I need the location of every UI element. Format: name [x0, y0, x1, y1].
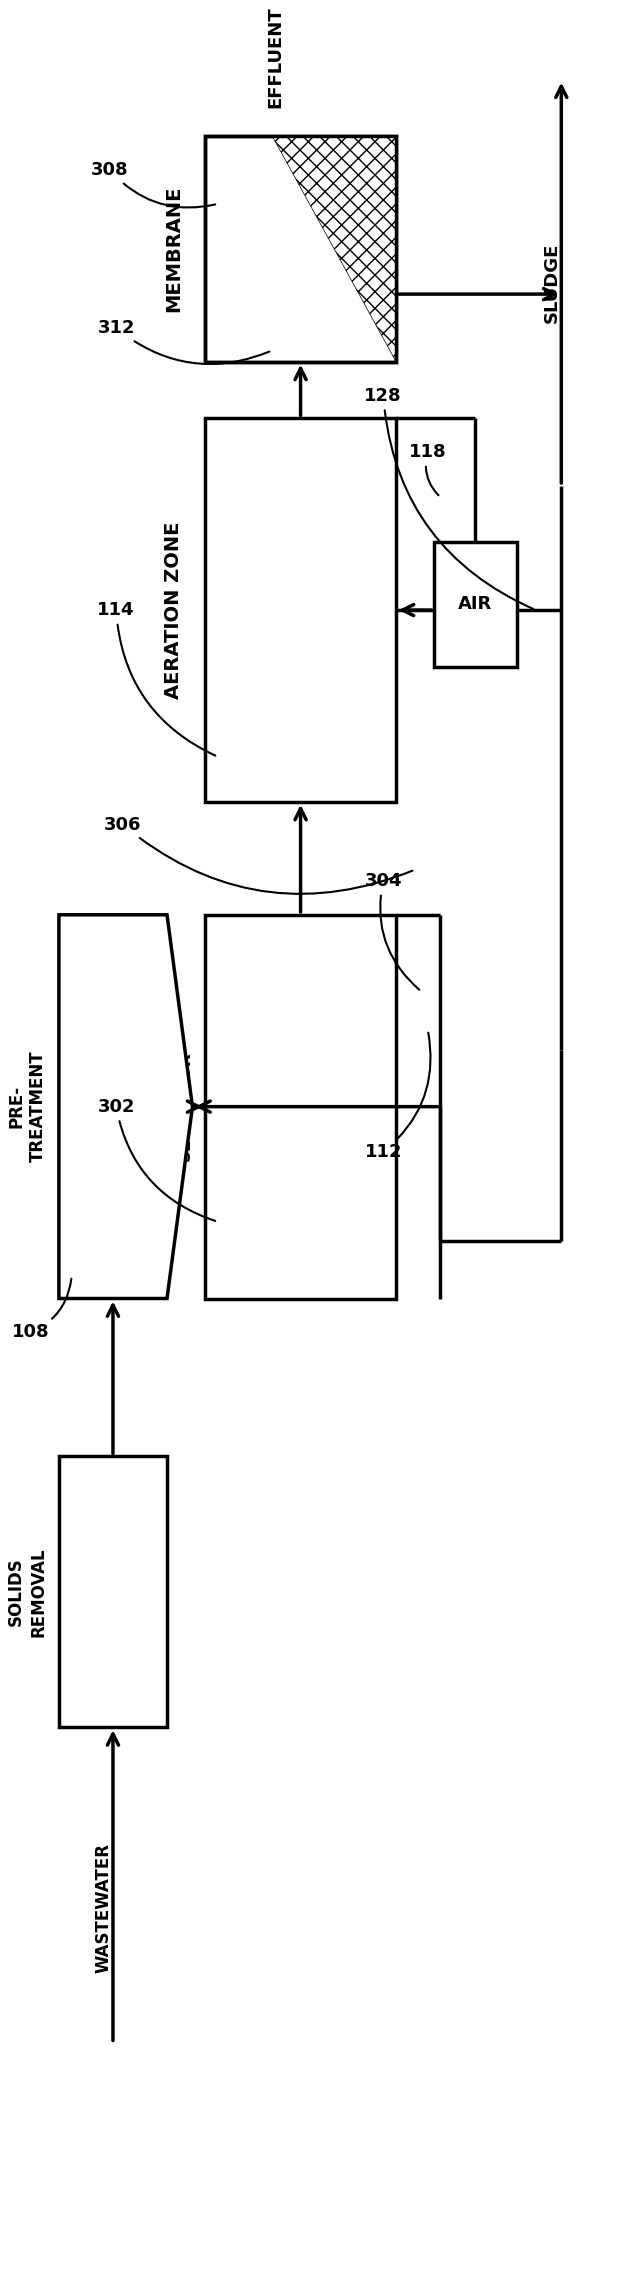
Text: 310: 310 [352, 172, 389, 245]
Text: 308: 308 [91, 161, 215, 209]
Text: 114: 114 [97, 601, 215, 757]
Bar [205, 135, 396, 362]
Bar [205, 135, 396, 362]
Text: HYDRODYNAMIC
SEPERATOR: HYDRODYNAMIC SEPERATOR [153, 1030, 194, 1183]
Text: SOLIDS
REMOVAL: SOLIDS REMOVAL [7, 1548, 47, 1637]
Bar [59, 1456, 167, 1727]
Polygon shape [272, 135, 396, 362]
Bar [205, 915, 396, 1298]
Text: 304: 304 [364, 871, 419, 991]
Polygon shape [59, 915, 192, 1298]
Text: 306: 306 [104, 816, 412, 894]
Text: MEMBRANE: MEMBRANE [164, 186, 183, 312]
Text: WASTEWATER: WASTEWATER [95, 1844, 112, 1972]
Text: EFFLUENT: EFFLUENT [266, 7, 285, 108]
Text: 118: 118 [409, 443, 447, 495]
Text: AERATION ZONE: AERATION ZONE [164, 521, 183, 699]
Text: PRE-
TREATMENT: PRE- TREATMENT [7, 1050, 47, 1163]
Text: 312: 312 [97, 319, 270, 365]
Text: 302: 302 [97, 1098, 215, 1220]
Bar [205, 417, 396, 803]
Text: SLUDGE: SLUDGE [543, 243, 561, 323]
Bar [434, 543, 517, 667]
Text: 128: 128 [364, 388, 534, 610]
Text: AIR: AIR [458, 596, 493, 615]
Text: 108: 108 [12, 1279, 72, 1341]
Text: 112: 112 [364, 1032, 431, 1160]
